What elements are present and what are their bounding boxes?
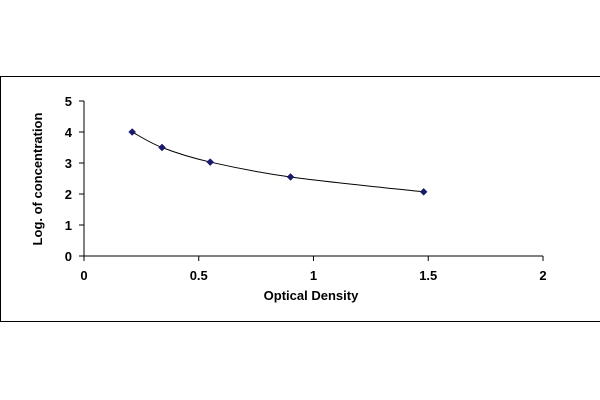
data-point-marker [128,128,137,136]
data-points [128,128,428,196]
fit-curve-layer [131,131,424,193]
x-tick-label: 0.5 [190,268,208,283]
axes: 0 1 2 3 4 5 0 0.5 1 1.5 2 [65,94,547,283]
fit-curve [131,131,424,193]
y-tick-label: 0 [65,249,72,264]
y-tick-label: 4 [65,125,73,140]
y-axis-title: Log. of concentration [30,113,45,246]
data-point-marker [158,143,166,152]
x-axis-title: Optical Density [264,288,359,303]
y-tick-label: 2 [65,187,72,202]
x-tick-label: 1 [310,268,317,283]
data-point-marker [286,173,295,181]
x-tick-label: 2 [539,268,546,283]
y-tick-label: 3 [65,156,72,171]
chart-frame [0,76,600,322]
y-tick-label: 5 [65,94,72,109]
x-tick-label: 1.5 [419,268,437,283]
y-tick-label: 1 [65,218,72,233]
data-point-marker [206,158,215,166]
x-tick-label: 0 [80,268,87,283]
data-point-marker [419,187,428,196]
